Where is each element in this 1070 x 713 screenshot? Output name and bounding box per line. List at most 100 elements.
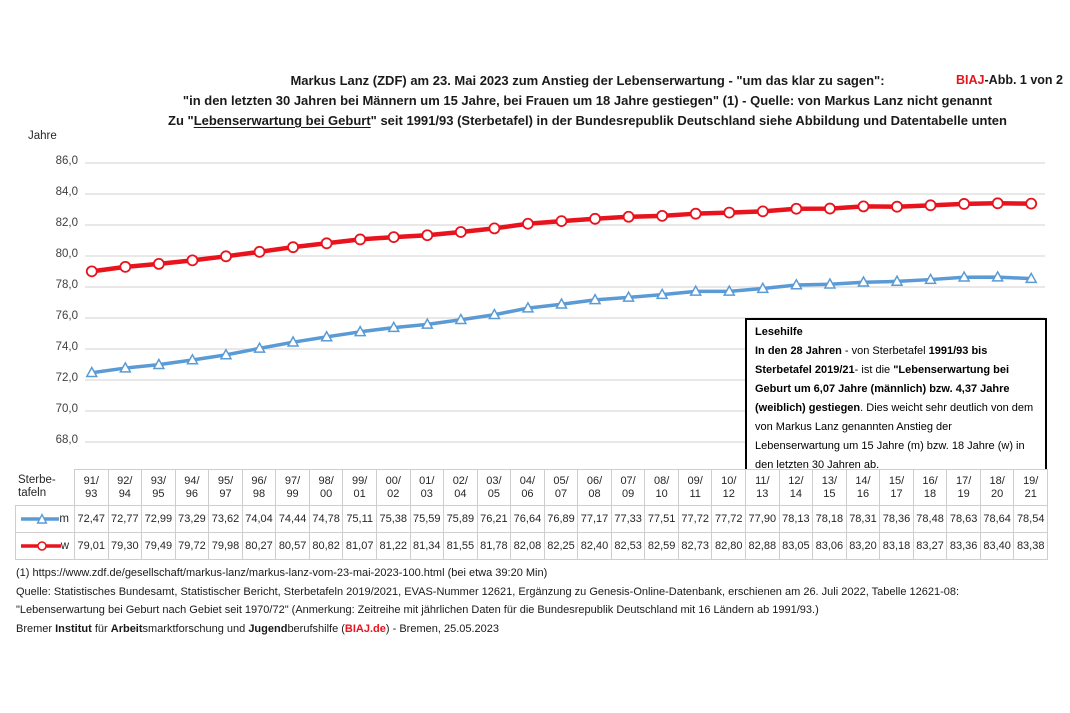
table-value-cell: 72,77 xyxy=(108,506,143,533)
footnote-quelle: Quelle: Statistisches Bundesamt, Statist… xyxy=(16,586,960,598)
table-value-cell: 81,22 xyxy=(376,533,411,560)
table-value-cell: 73,62 xyxy=(209,506,243,533)
table-value-cell: 78,63 xyxy=(947,506,981,533)
table-value-cell: 74,44 xyxy=(276,506,310,533)
table-column-header: 09/11 xyxy=(678,469,713,506)
table-value-cell: 83,36 xyxy=(947,533,981,560)
data-point-w xyxy=(488,222,501,235)
table-value-cell: 79,98 xyxy=(209,533,243,560)
table-value-cell: 76,21 xyxy=(477,506,512,533)
table-value-cell: 81,34 xyxy=(410,533,445,560)
table-value-cell: 74,04 xyxy=(242,506,277,533)
table-value-cell: 79,72 xyxy=(175,533,210,560)
table-column-header: 93/95 xyxy=(142,469,176,506)
data-point-w xyxy=(857,200,870,213)
table-value-cell: 83,18 xyxy=(880,533,914,560)
y-axis-tick-label: 76,0 xyxy=(55,310,78,322)
table-column-header: 97/99 xyxy=(276,469,310,506)
table-value-cell: 82,80 xyxy=(712,533,747,560)
table-column-header: 94/96 xyxy=(175,469,210,506)
text-segment: In den 28 Jahren xyxy=(755,345,842,357)
table-column-header: 08/10 xyxy=(645,469,679,506)
table-value-cell: 80,57 xyxy=(276,533,310,560)
data-point-m xyxy=(152,357,166,370)
data-point-m xyxy=(957,270,971,282)
table-column-header: 07/09 xyxy=(611,469,646,506)
table-corner-header: Sterbe-tafeln xyxy=(15,469,75,506)
data-point-w xyxy=(689,207,702,220)
table-value-cell: 79,01 xyxy=(75,533,109,560)
data-point-m xyxy=(186,353,199,365)
table-value-cell: 81,55 xyxy=(444,533,478,560)
table-column-header: 05/07 xyxy=(544,469,579,506)
data-point-w xyxy=(924,199,937,212)
data-point-w xyxy=(387,231,400,243)
chart-title-block: Markus Lanz (ZDF) am 23. Mai 2023 zum An… xyxy=(115,71,1060,131)
table-column-header: 98/00 xyxy=(309,469,344,506)
data-point-w xyxy=(522,217,534,230)
table-column-header: 99/01 xyxy=(343,469,377,506)
y-axis-tick-label: 78,0 xyxy=(55,279,78,291)
table-value-cell: 83,38 xyxy=(1014,533,1048,560)
text-segment: Bremer xyxy=(16,623,56,635)
data-point-m xyxy=(756,281,770,294)
text-segment: "Lebenserwartung bei Geburt um 6,07 Jahr… xyxy=(755,364,1010,414)
text-segment: 1991/93 bis Sterbetafel 2019/21 xyxy=(755,345,988,376)
data-point-m xyxy=(286,335,300,347)
title-line-1: Markus Lanz (ZDF) am 23. Mai 2023 zum An… xyxy=(290,73,885,88)
table-value-cell: 80,82 xyxy=(309,533,344,560)
title-line-3-suffix: " seit 1991/93 (Sterbetafel) in der Bund… xyxy=(370,113,1007,128)
table-value-cell: 77,33 xyxy=(611,506,646,533)
data-point-w xyxy=(723,206,736,219)
footnote-anmerkung: "Lebenserwartung bei Geburt nach Gebiet … xyxy=(16,604,819,616)
series-m-swatch xyxy=(21,513,60,524)
table-value-cell: 80,27 xyxy=(242,533,277,560)
data-point-m xyxy=(85,365,99,378)
y-axis-tick-label: 68,0 xyxy=(55,434,78,446)
y-axis-tick-label: 70,0 xyxy=(55,403,78,415)
data-point-m xyxy=(320,330,333,342)
data-point-m xyxy=(521,301,535,313)
y-axis-tick-label: 72,0 xyxy=(55,372,78,384)
series-w-swatch xyxy=(21,541,61,551)
lesehilfe-title: Lesehilfe xyxy=(755,326,803,338)
table-value-cell: 72,47 xyxy=(75,506,109,533)
series-m-label: m xyxy=(59,513,69,525)
y-axis-tick-label: 84,0 xyxy=(55,186,78,198)
table-value-cell: 83,20 xyxy=(846,533,881,560)
table-value-cell: 77,17 xyxy=(578,506,612,533)
data-point-m xyxy=(555,297,568,309)
text-segment: Institut xyxy=(55,623,92,635)
title-line-3-underlined: Lebenserwartung bei Geburt xyxy=(193,113,371,128)
text-segment: . Dies weicht sehr deutlich von dem von … xyxy=(755,402,1034,471)
table-column-header: 13/15 xyxy=(813,469,847,506)
data-point-w xyxy=(555,215,568,228)
table-value-cell: 82,73 xyxy=(678,533,713,560)
table-value-cell: 82,88 xyxy=(746,533,780,560)
table-column-header: 19/21 xyxy=(1014,469,1048,506)
data-point-w xyxy=(891,200,903,213)
data-point-w xyxy=(186,254,199,267)
data-point-m xyxy=(387,320,401,333)
table-value-cell: 79,49 xyxy=(142,533,176,560)
figure-number-label: BIAJ-Abb. 1 von 2 xyxy=(956,73,1063,87)
data-point-w xyxy=(958,198,971,210)
table-value-cell: 83,40 xyxy=(980,533,1015,560)
table-column-header: 06/08 xyxy=(578,469,612,506)
y-axis-title: Jahre xyxy=(28,130,57,142)
text-segment: ) - Bremen, 25.05.2023 xyxy=(385,623,500,635)
table-value-cell: 83,27 xyxy=(913,533,948,560)
data-point-m xyxy=(353,325,367,337)
data-point-m xyxy=(790,278,803,290)
table-value-cell: 82,08 xyxy=(511,533,545,560)
table-column-header: 00/02 xyxy=(376,469,411,506)
table-value-cell: 78,48 xyxy=(913,506,948,533)
data-point-m xyxy=(253,341,266,353)
table-column-header: 95/97 xyxy=(209,469,243,506)
data-point-m xyxy=(1024,271,1038,284)
table-value-cell: 75,38 xyxy=(376,506,411,533)
data-point-m xyxy=(119,361,132,373)
data-point-w xyxy=(85,265,98,278)
data-point-m xyxy=(991,270,1004,282)
